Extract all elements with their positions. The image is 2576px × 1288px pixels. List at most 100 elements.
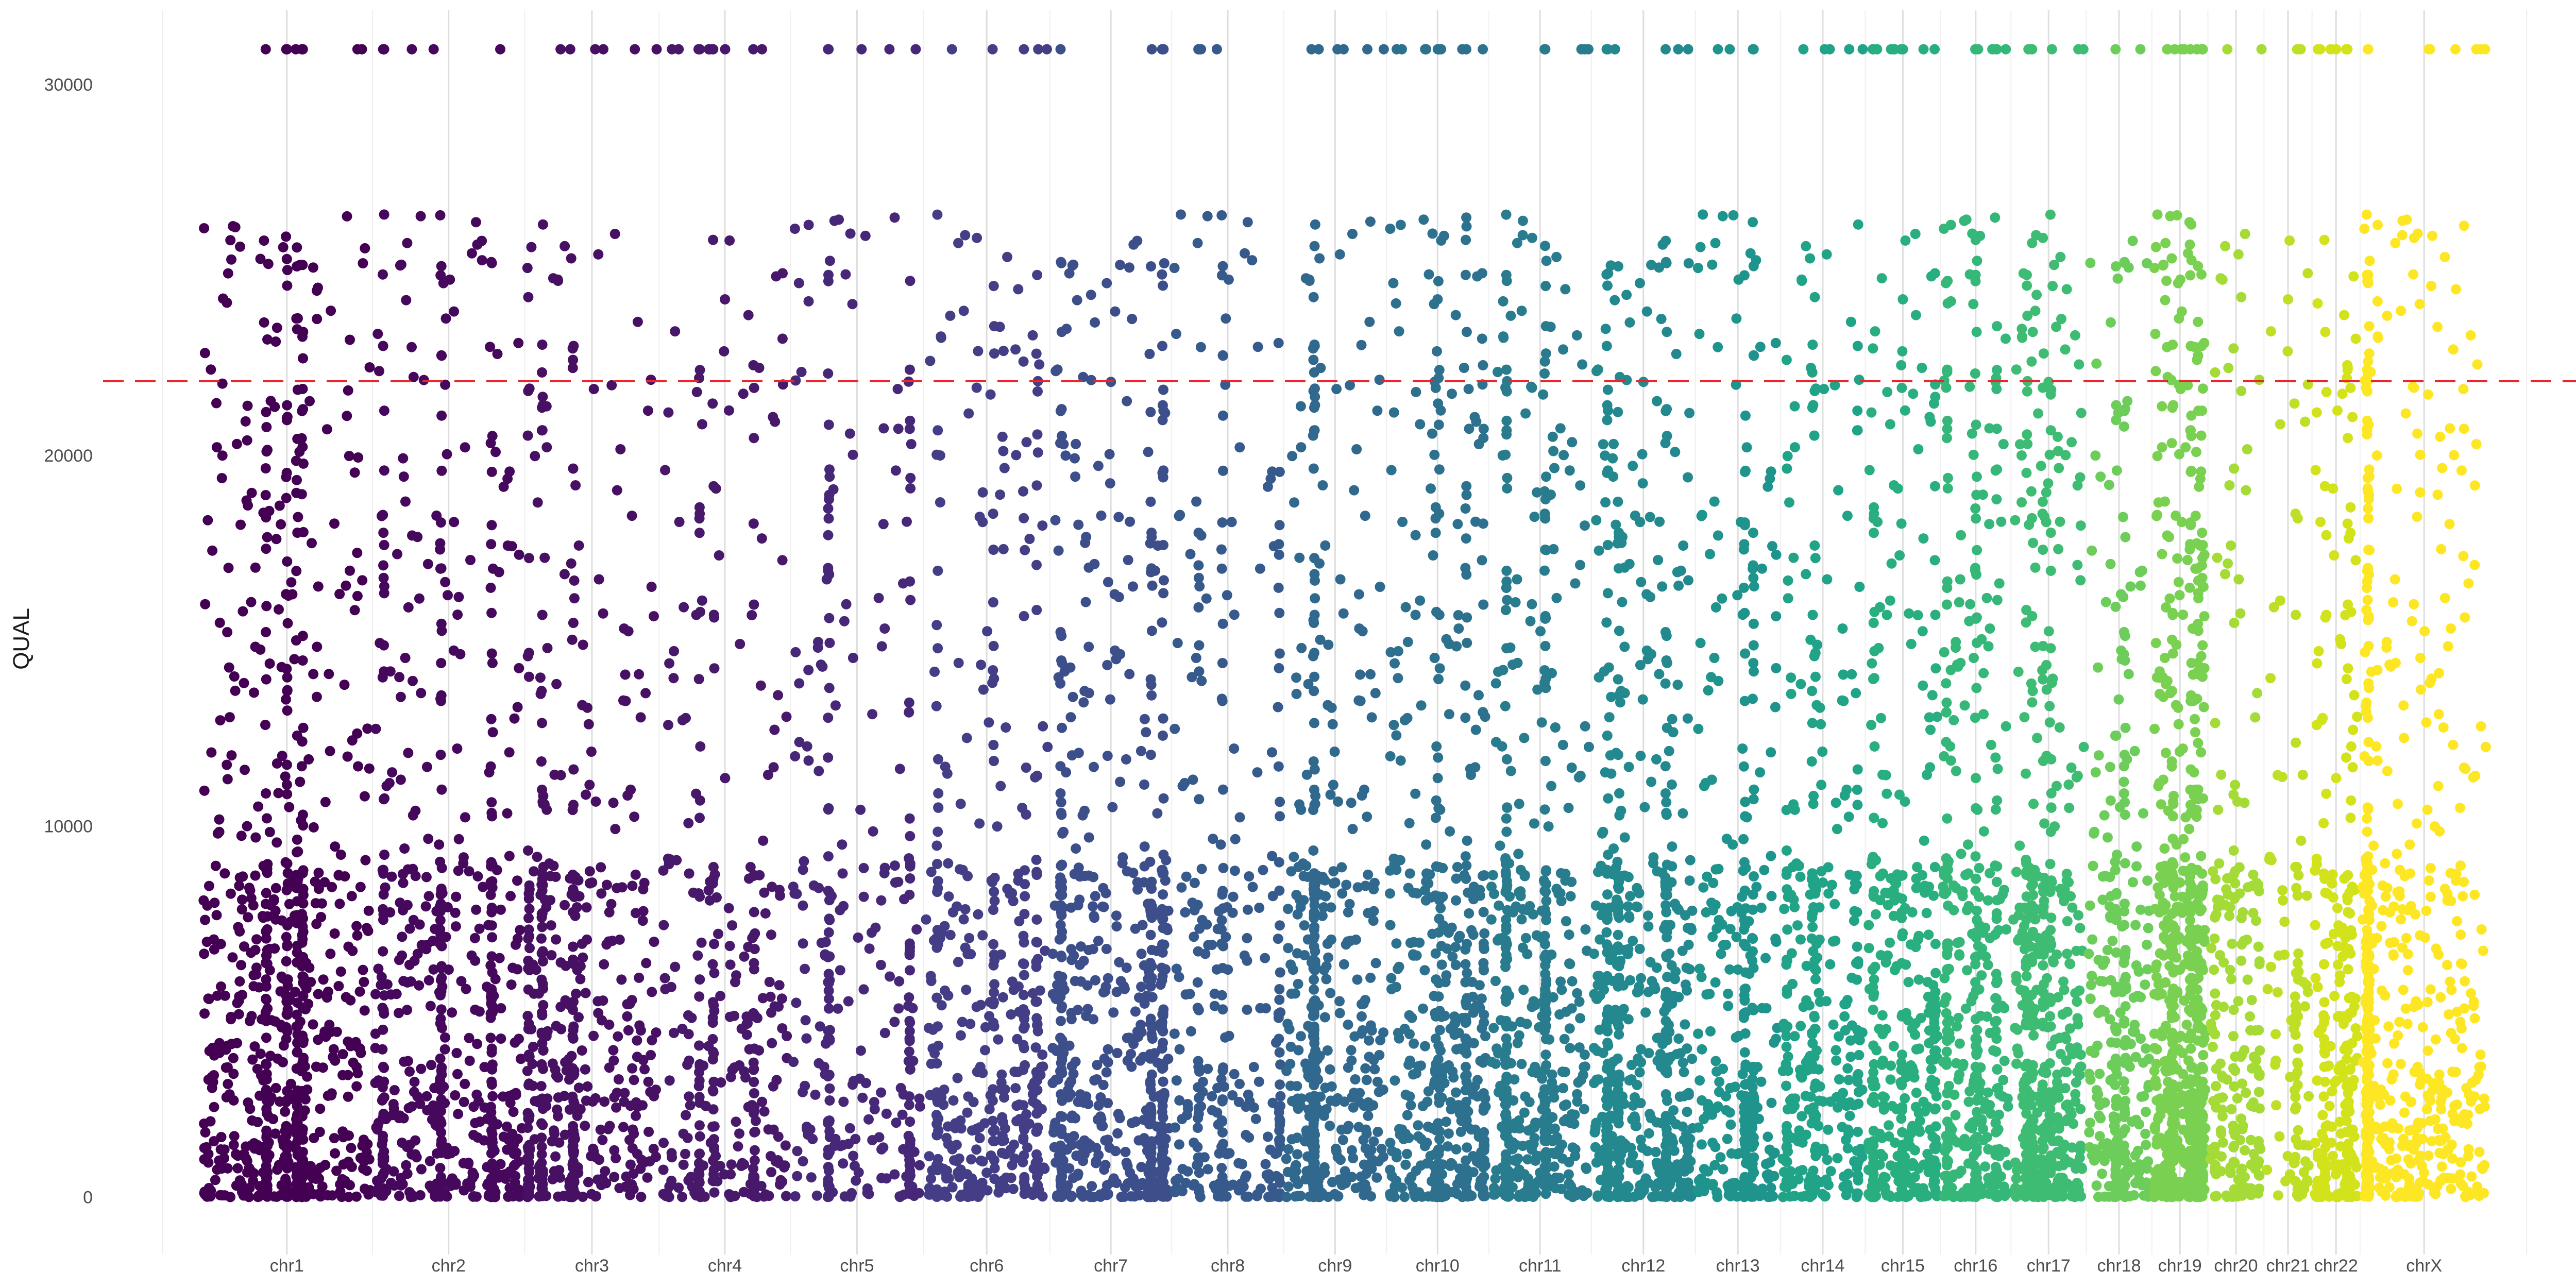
point-chr8 (1262, 1131, 1273, 1142)
point-chr3 (647, 987, 657, 997)
point-chr3 (594, 574, 604, 585)
point-chr2 (440, 313, 451, 324)
point-chr3 (537, 1191, 548, 1201)
point-chr1 (325, 745, 335, 756)
point-chr5 (823, 513, 834, 524)
point-chr1 (307, 538, 317, 549)
point-chr6 (971, 1144, 982, 1155)
point-chr5 (876, 1087, 887, 1098)
point-chr6 (980, 1045, 990, 1056)
point-chr10 (1441, 634, 1452, 645)
point-chr2 (370, 723, 381, 734)
point-chr8 (1194, 794, 1205, 805)
point-chr6 (989, 895, 1000, 906)
point-chr3 (626, 511, 637, 521)
point-chr11 (1501, 415, 1512, 426)
point-chr4 (760, 908, 771, 919)
point-chr6 (999, 463, 1010, 473)
point-chr7 (1056, 1188, 1067, 1199)
point-chr3 (618, 1122, 629, 1132)
point-chr6 (961, 733, 972, 743)
point-chr3 (578, 639, 588, 650)
point-chr5 (867, 709, 878, 720)
point-chr10 (1418, 214, 1429, 225)
point-chr5 (893, 1003, 904, 1014)
point-chr5 (904, 1171, 915, 1182)
point-chr11 (1502, 472, 1513, 483)
point-chr2 (414, 980, 425, 991)
point-chr4 (720, 773, 731, 784)
point-chr4 (682, 1059, 693, 1070)
point-chr7 (1068, 1069, 1079, 1079)
point-chr4 (670, 326, 681, 337)
point-chr2 (486, 1134, 497, 1145)
point-chr1 (237, 894, 247, 905)
point-chr9 (1338, 608, 1349, 619)
point-chr10 (1464, 908, 1475, 919)
point-chr1 (362, 723, 373, 734)
point-chr1 (291, 566, 302, 577)
point-chr2 (485, 342, 496, 352)
point-chr11 (1538, 389, 1549, 400)
point-chr3 (580, 1121, 590, 1131)
point-chr1 (354, 986, 365, 997)
point-chr1 (343, 385, 353, 396)
point-chr9 (1309, 671, 1320, 682)
point-chr1 (349, 467, 360, 478)
point-chr9 (1349, 485, 1360, 496)
point-chr1 (210, 1175, 221, 1185)
point-chr10 (1451, 873, 1462, 884)
point-chr1 (249, 1041, 260, 1052)
point-chr1 (282, 265, 293, 276)
point-chr4 (685, 1100, 696, 1111)
point-chr6 (963, 1182, 974, 1193)
point-chr1 (304, 396, 315, 406)
point-chr5 (824, 993, 834, 1004)
point-chr10 (1433, 803, 1444, 814)
point-chr8 (1216, 270, 1227, 281)
point-chr3 (567, 1031, 578, 1042)
point-chr8 (1254, 903, 1265, 913)
point-chr2 (379, 581, 389, 592)
point-chr2 (425, 1001, 436, 1011)
point-chr1 (291, 1009, 302, 1020)
point-chr7 (1146, 261, 1156, 272)
point-chr11 (1513, 849, 1524, 859)
point-chr2 (410, 1135, 421, 1146)
point-chr1 (221, 1092, 232, 1103)
point-chr7 (1089, 761, 1099, 772)
point-chr10 (1400, 602, 1411, 613)
point-chr7 (1147, 1023, 1158, 1033)
point-chr6 (926, 867, 937, 877)
point-chr10 (1408, 1069, 1419, 1080)
point-chr10 (1420, 1041, 1430, 1052)
point-chr1 (281, 493, 292, 503)
point-chr6 (1019, 611, 1029, 621)
point-chr9 (1343, 907, 1353, 918)
point-chr6 (1018, 486, 1028, 497)
point-chr8 (1260, 1159, 1271, 1170)
point-chr10 (1470, 724, 1481, 735)
point-chr7 (1057, 1053, 1067, 1063)
point-chr5 (904, 1046, 914, 1057)
data-points (198, 44, 2491, 1202)
point-chr9 (1315, 363, 1326, 374)
point-chr1 (292, 1094, 303, 1105)
point-chr7 (1163, 1054, 1174, 1064)
point-chr10 (1434, 1025, 1445, 1036)
point-chr6 (932, 887, 943, 897)
point-chr5 (905, 595, 916, 605)
point-chr2 (471, 904, 482, 915)
point-chr5 (830, 700, 841, 711)
point-chr3 (634, 972, 645, 983)
point-chr5 (878, 423, 889, 434)
point-chr2 (477, 255, 487, 266)
point-chr1 (255, 1048, 266, 1059)
point-chr5 (823, 1162, 834, 1173)
point-chr9 (1350, 1074, 1361, 1084)
point-chr8 (1180, 989, 1191, 1000)
point-chr6 (933, 754, 943, 765)
point-chr2 (409, 1087, 419, 1097)
point-chr6 (1019, 44, 1029, 55)
point-chr6 (988, 740, 999, 750)
